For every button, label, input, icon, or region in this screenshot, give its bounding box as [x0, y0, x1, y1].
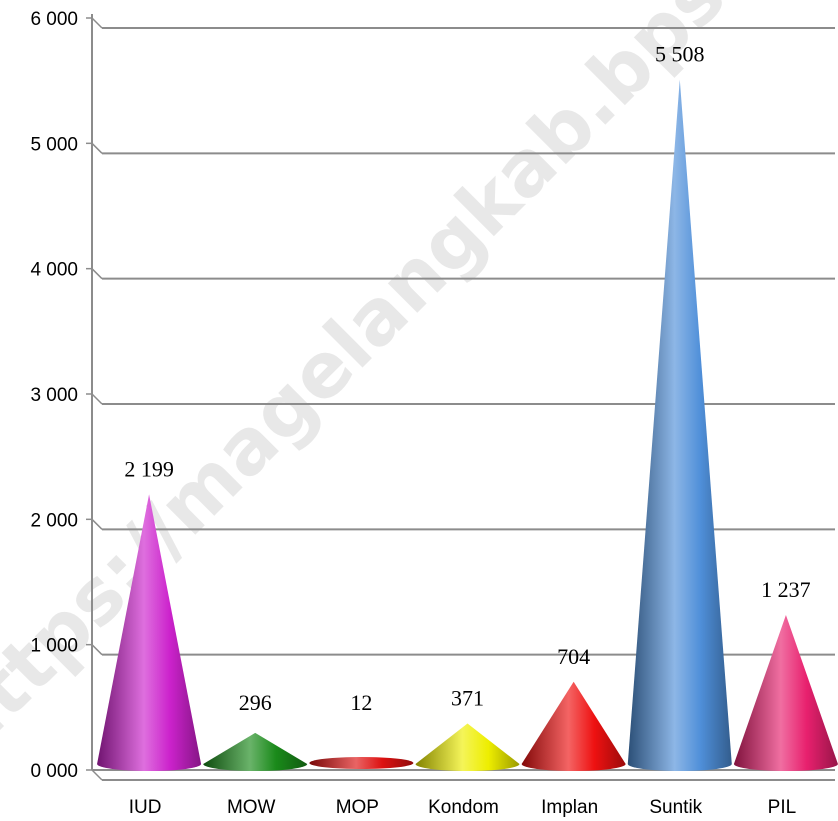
cone-mow: [203, 732, 308, 771]
cone-body: [203, 732, 308, 771]
gridlines: [91, 17, 835, 781]
data-label: 704: [557, 644, 590, 669]
data-label: 2 199: [124, 456, 174, 481]
data-label: 12: [350, 690, 372, 715]
cone-marks: [97, 79, 838, 771]
grid-connector: [91, 268, 103, 280]
grid-connector: [91, 142, 103, 154]
cone-body: [627, 79, 732, 771]
y-tick-label: 2 000: [30, 510, 78, 531]
x-tick-label: Implan: [541, 797, 598, 818]
x-tick-label: MOP: [336, 797, 379, 818]
grid-connector: [91, 644, 103, 656]
y-tick-label: 3 000: [30, 385, 78, 406]
data-label: 371: [451, 686, 484, 711]
x-tick-label: IUD: [129, 797, 162, 818]
cone-mop: [309, 757, 414, 769]
y-tick-label: 4 000: [30, 260, 78, 281]
cone-implan: [521, 681, 626, 771]
y-tick-label: 6 000: [30, 9, 78, 30]
cone-body: [415, 723, 520, 771]
cone-body: [97, 494, 202, 771]
grid-connector: [91, 518, 103, 530]
data-label: 296: [239, 690, 272, 715]
cone-body: [733, 614, 838, 771]
x-tick-label: MOW: [227, 797, 276, 818]
x-tick-label: Kondom: [428, 797, 499, 818]
cone-pil: [733, 614, 838, 771]
data-label: 5 508: [655, 42, 705, 67]
cone-kondom: [415, 723, 520, 771]
y-tick-label: 1 000: [30, 636, 78, 657]
grid-connector: [91, 17, 103, 29]
cone-suntik: [627, 79, 732, 771]
grid-connector: [91, 393, 103, 405]
data-label: 1 237: [761, 577, 811, 602]
y-tick-label: 0 000: [30, 761, 78, 782]
x-tick-label: Suntik: [649, 797, 702, 818]
cone-iud: [97, 494, 202, 771]
cone-body: [521, 681, 626, 771]
labels: 0 000 1 000 2 000 3 000 4 000 5 000 6 000 2 199…: [30, 9, 810, 818]
grid-connector: [91, 769, 103, 781]
x-tick-label: PIL: [768, 797, 797, 818]
cone-disc: [309, 757, 414, 769]
y-tick-label: 5 000: [30, 134, 78, 155]
